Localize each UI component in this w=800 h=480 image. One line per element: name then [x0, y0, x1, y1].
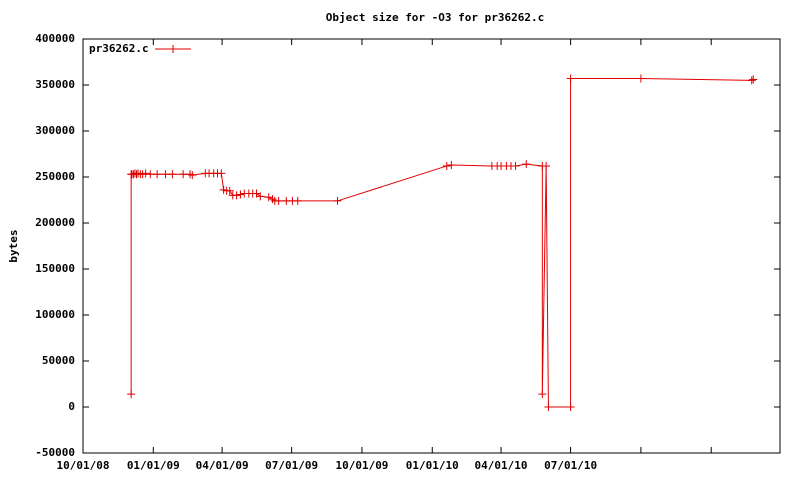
data-point	[141, 169, 150, 178]
data-point	[225, 186, 234, 195]
data-point	[566, 403, 575, 411]
data-point	[146, 170, 155, 179]
data-point	[256, 192, 265, 201]
y-tick-label: -50000	[35, 446, 75, 459]
data-point	[522, 160, 531, 169]
data-point	[127, 390, 136, 399]
y-tick-label: 0	[68, 400, 75, 413]
data-point	[333, 196, 342, 205]
data-point	[447, 161, 456, 170]
legend-label: pr36262.c	[89, 42, 149, 55]
data-point	[747, 76, 756, 85]
x-tick-label: 01/01/09	[127, 459, 180, 472]
y-tick-label: 250000	[35, 170, 75, 183]
x-tick-label: 07/01/10	[544, 459, 597, 472]
data-point	[268, 195, 277, 204]
data-point	[236, 190, 245, 199]
data-point	[179, 170, 188, 179]
data-point	[217, 169, 226, 178]
data-point	[274, 196, 283, 205]
y-tick-label: 100000	[35, 308, 75, 321]
x-tick-label: 04/01/10	[475, 459, 528, 472]
data-point	[153, 170, 162, 179]
plot-frame	[82, 38, 781, 454]
data-point	[544, 403, 553, 411]
data-point	[293, 196, 302, 205]
data-point	[232, 191, 241, 200]
x-tick-label: 01/01/10	[406, 459, 459, 472]
data-point	[566, 74, 575, 83]
data-point	[188, 171, 197, 180]
data-point	[538, 390, 547, 399]
y-tick-label: 300000	[35, 124, 75, 137]
x-tick-label: 07/01/09	[265, 459, 318, 472]
y-tick-label: 200000	[35, 216, 75, 229]
data-point	[264, 193, 273, 202]
y-tick-label: 350000	[35, 78, 75, 91]
x-tick-label: 10/01/09	[335, 459, 388, 472]
data-point	[749, 75, 758, 84]
data-line	[130, 78, 754, 408]
data-point	[442, 161, 451, 170]
x-tick-label: 04/01/09	[196, 459, 249, 472]
legend-marker	[169, 45, 177, 53]
x-tick-label: 10/01/08	[57, 459, 110, 472]
data-point	[542, 161, 551, 170]
chart-title: Object size for -O3 for pr36262.c	[326, 11, 545, 24]
data-point	[636, 74, 645, 83]
y-axis-label: bytes	[7, 229, 20, 262]
data-point	[185, 170, 194, 179]
data-point	[161, 170, 170, 179]
y-tick-label: 400000	[35, 32, 75, 45]
data-point	[511, 161, 520, 170]
y-tick-label: 50000	[42, 354, 75, 367]
data-point	[168, 170, 177, 179]
y-tick-label: 150000	[35, 262, 75, 275]
